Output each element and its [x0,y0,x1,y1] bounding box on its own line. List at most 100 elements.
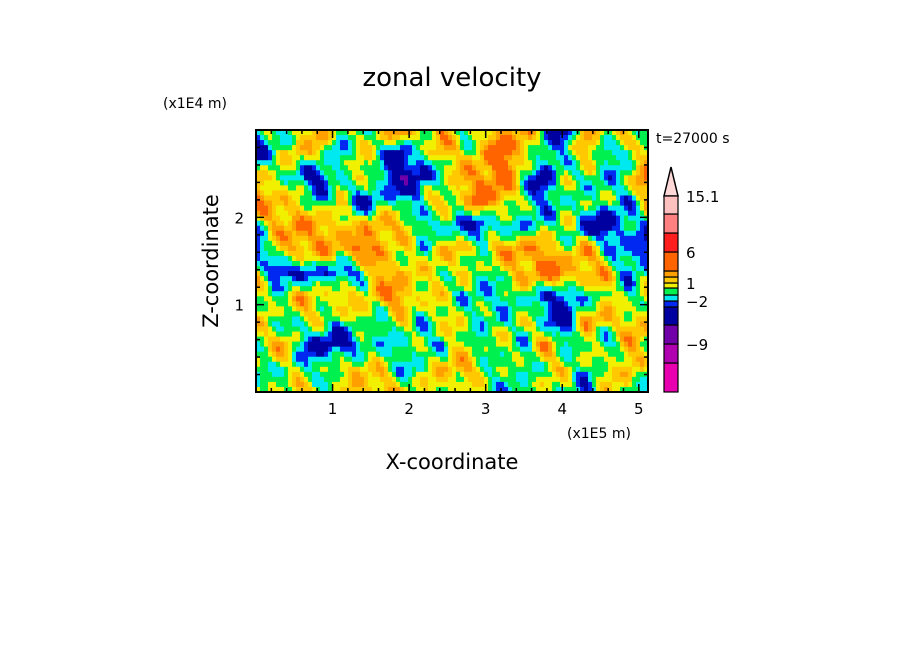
contour-cell [436,195,441,201]
contour-cell [344,306,349,312]
contour-cell [460,321,465,327]
contour-cell [532,175,537,181]
contour-cell [620,261,625,267]
contour-cell [324,376,329,383]
contour-cell [592,356,597,363]
contour-cell [616,200,621,206]
contour-cell [520,326,525,332]
contour-cell [584,255,589,262]
contour-cell [604,255,609,262]
contour-cell [468,281,473,287]
contour-cell [300,286,305,292]
contour-cell [536,220,541,227]
contour-cell [600,381,605,388]
contour-cell [584,346,589,353]
contour-cell [584,200,589,206]
contour-cell [404,331,409,337]
contour-cell [588,296,593,302]
contour-cell [576,361,581,368]
contour-cell [480,195,485,201]
contour-cell [276,230,281,237]
contour-cell [532,155,537,161]
contour-cell [400,286,405,292]
contour-cell [580,175,585,181]
contour-cell [452,376,457,383]
contour-cell [552,175,557,181]
contour-cell [620,341,625,348]
contour-cell [312,140,317,146]
contour-cell [600,255,605,262]
contour-cell [388,150,393,156]
contour-cell [576,371,581,378]
contour-cell [432,346,437,353]
contour-cell [348,255,353,262]
contour-cell [604,266,609,272]
contour-cell [384,145,389,151]
contour-cell [408,381,413,388]
contour-cell [324,281,329,287]
contour-cell [364,250,369,257]
contour-cell [564,225,569,232]
contour-cell [384,190,389,196]
contour-cell [492,306,497,312]
contour-cell [356,326,361,332]
contour-cell [272,311,277,317]
contour-cell [552,220,557,227]
contour-cell [644,316,649,322]
contour-cell [644,220,649,227]
contour-cell [416,235,421,242]
contour-cell [536,266,541,272]
contour-cell [448,185,453,191]
contour-cell [536,155,541,161]
contour-cell [376,165,381,171]
contour-cell [624,205,629,212]
contour-cell [304,130,309,136]
contour-cell [644,306,649,312]
contour-cell [420,351,425,358]
contour-cell [608,210,613,217]
contour-cell [508,250,513,257]
contour-cell [532,296,537,302]
contour-cell [596,261,601,267]
contour-cell [416,296,421,302]
contour-cell [488,155,493,161]
contour-cell [308,225,313,232]
contour-cell [508,271,513,277]
contour-cell [344,351,349,358]
contour-cell [356,190,361,196]
contour-cell [472,185,477,191]
contour-cell [564,261,569,267]
contour-cell [572,155,577,161]
contour-cell [288,180,293,186]
contour-cell [356,316,361,322]
contour-cell [368,356,373,363]
contour-cell [308,215,313,222]
contour-cell [408,306,413,312]
contour-cell [440,336,445,343]
contour-cell [304,165,309,171]
contour-cell [520,155,525,161]
contour-cell [448,235,453,242]
contour-cell [608,381,613,388]
contour-cell [448,140,453,146]
contour-cell [536,301,541,307]
contour-cell [508,220,513,227]
contour-cell [584,175,589,181]
contour-cell [300,155,305,161]
contour-cell [464,261,469,267]
contour-cell [408,130,413,136]
contour-cell [500,356,505,363]
contour-cell [600,271,605,277]
contour-cell [416,336,421,343]
contour-cell [532,286,537,292]
contour-cell [280,311,285,317]
contour-cell [440,316,445,322]
contour-cell [352,306,357,312]
contour-cell [396,361,401,368]
contour-cell [428,150,433,156]
contour-cell [372,301,377,307]
contour-cell [388,215,393,222]
contour-cell [356,150,361,156]
contour-cell [624,356,629,363]
contour-cell [544,331,549,337]
